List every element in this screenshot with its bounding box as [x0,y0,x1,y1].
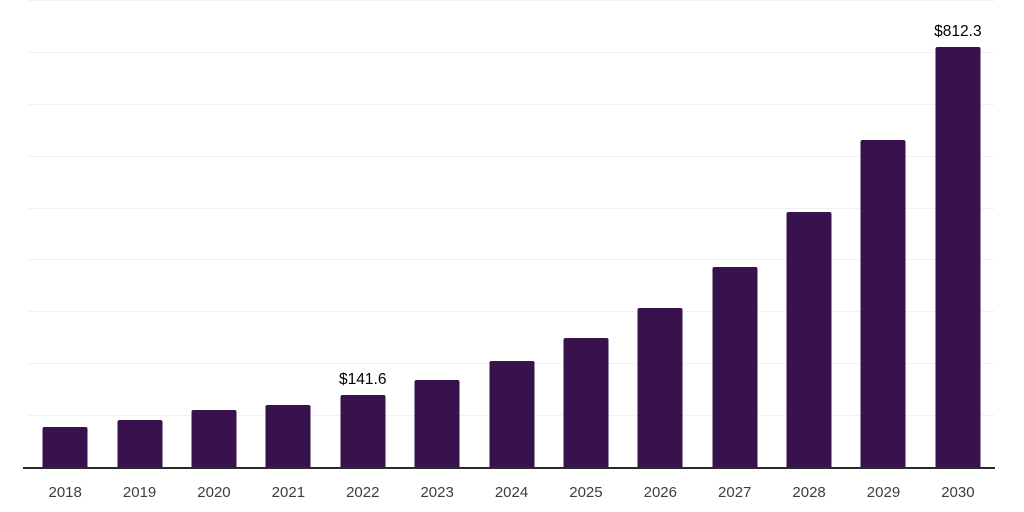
x-tick-label-2029: 2029 [866,484,901,501]
x-tick-label-2022: 2022 [346,484,380,501]
bar-slot-2019 [102,0,176,468]
x-tick-label-2030: 2030 [941,484,975,501]
bar-2029 [860,140,906,468]
gridline [28,155,995,157]
bar-slot-2021 [251,0,325,468]
plot-area: $141.6 $812.3 [23,0,995,469]
bar-series: $141.6 $812.3 [28,0,995,468]
x-axis-line [23,467,995,469]
bar-slot-2027 [698,0,772,468]
bar-slot-2030: $812.3 [921,0,995,468]
gridline [28,259,995,261]
value-label-2030: $812.3 [934,22,982,40]
bar-2025 [563,338,609,468]
bar-slot-2028 [772,0,846,468]
bar-2030 [935,46,981,468]
x-tick-label-2027: 2027 [718,484,752,501]
x-axis-tick-labels: 2018 2019 2020 2021 2022 2023 2024 2025 2026 2027… [28,484,995,501]
bar-2028 [786,211,832,468]
gridline [28,103,995,105]
bar-slot-2025 [549,0,623,468]
bar-2021 [265,404,311,468]
x-tick-label-2020: 2020 [197,484,231,501]
gridline [28,0,995,1]
bar-2027 [712,266,758,468]
bar-slot-2022: $141.6 [326,0,400,468]
bar-2024 [489,361,535,468]
bar-2026 [637,307,683,468]
x-tick-label-2021: 2021 [271,484,306,501]
x-tick-label-2026: 2026 [643,484,677,501]
x-tick-label-2024: 2024 [494,484,529,501]
bar-2022 [340,394,386,468]
bar-2023 [414,379,460,468]
bar-slot-2026 [623,0,697,468]
bar-slot-2023 [400,0,474,468]
bar-slot-2020 [177,0,251,468]
x-tick-label-2019: 2019 [122,484,157,501]
bar-2018 [42,427,88,468]
gridline [28,51,995,53]
gridline [28,311,995,313]
bar-2019 [117,420,163,468]
bar-slot-2029 [846,0,920,468]
bar-slot-2024 [474,0,548,468]
bar-slot-2018 [28,0,102,468]
x-tick-label-2018: 2018 [48,484,82,501]
x-tick-label-2028: 2028 [792,484,826,501]
gridline [28,207,995,209]
x-tick-label-2025: 2025 [569,484,603,501]
x-tick-label-2023: 2023 [420,484,454,501]
bar-2020 [191,410,237,468]
value-label-2022: $141.6 [339,370,387,388]
